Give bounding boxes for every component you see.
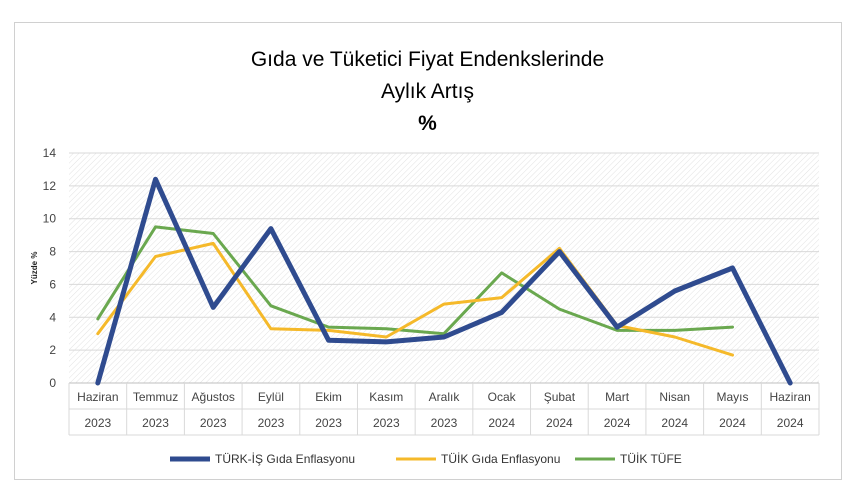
x-category-year: 2024 <box>777 416 804 430</box>
x-category-year: 2024 <box>719 416 746 430</box>
legend-label: TÜİK TÜFE <box>620 452 682 466</box>
y-tick-label: 8 <box>49 245 56 259</box>
y-axis-label: Yüzde % <box>30 252 39 285</box>
x-category-month: Eylül <box>258 390 284 404</box>
x-category-month: Ekim <box>315 390 342 404</box>
legend-label: TÜRK-İŞ Gıda Enflasyonu <box>215 452 355 466</box>
x-category-month: Mart <box>605 390 630 404</box>
x-category-month: Ağustos <box>192 390 235 404</box>
x-category-year: 2023 <box>315 416 342 430</box>
x-category-year: 2023 <box>142 416 169 430</box>
y-tick-label: 0 <box>49 376 56 390</box>
chart-title-line-3: % <box>418 112 437 135</box>
x-category-year: 2024 <box>661 416 688 430</box>
y-tick-label: 4 <box>49 310 56 324</box>
x-category-month: Ocak <box>488 390 517 404</box>
x-category-year: 2024 <box>546 416 573 430</box>
x-category-year: 2023 <box>258 416 285 430</box>
chart-title-line-1: Gıda ve Tüketici Fiyat Endenkslerinde <box>250 48 605 71</box>
y-tick-label: 14 <box>43 146 57 160</box>
chart-title-line-2: Aylık Artış <box>381 80 474 103</box>
x-category-month: Nisan <box>659 390 690 404</box>
y-tick-label: 2 <box>49 343 56 357</box>
y-tick-label: 10 <box>43 212 57 226</box>
x-category-year: 2024 <box>488 416 515 430</box>
legend-label: TÜİK Gıda Enflasyonu <box>441 452 560 466</box>
series-line-1 <box>96 241 734 357</box>
x-category-year: 2023 <box>373 416 400 430</box>
y-tick-label: 6 <box>49 277 56 291</box>
x-category-year: 2023 <box>431 416 458 430</box>
x-category-year: 2024 <box>604 416 631 430</box>
x-category-month: Kasım <box>369 390 403 404</box>
series-line-0 <box>95 176 793 386</box>
y-tick-label: 12 <box>43 179 57 193</box>
x-category-year: 2023 <box>84 416 111 430</box>
x-category-month: Mayıs <box>716 390 748 404</box>
x-category-month: Aralık <box>429 390 461 404</box>
x-category-month: Haziran <box>769 390 810 404</box>
series-line-2 <box>96 225 734 336</box>
x-category-month: Haziran <box>77 390 118 404</box>
x-category-year: 2023 <box>200 416 227 430</box>
x-category-month: Temmuz <box>133 390 178 404</box>
x-category-month: Şubat <box>544 390 576 404</box>
